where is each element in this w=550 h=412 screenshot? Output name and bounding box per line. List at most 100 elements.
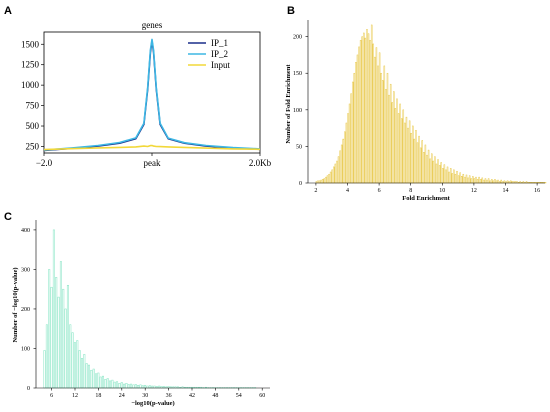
- panel-b-bar: [342, 138, 344, 184]
- panel-b-bar: [468, 175, 471, 184]
- panel-b-bar: [437, 159, 439, 184]
- panel-c-x-tick-label: 18: [95, 393, 101, 399]
- panel-a-x-axis: −2.0 peak 2.0Kb: [36, 153, 272, 168]
- panel-c-bar: [62, 288, 65, 389]
- panel-b-bar: [449, 168, 452, 184]
- panel-b-bar: [329, 171, 332, 184]
- panel-c-bar: [106, 378, 109, 389]
- panel-b-bar: [495, 180, 498, 184]
- panel-b-bar: [443, 164, 446, 184]
- panel-b-bar: [481, 177, 484, 184]
- panel-b-bar: [383, 65, 386, 184]
- panel-b-bar: [358, 46, 360, 184]
- panel-b-bar: [494, 179, 496, 184]
- panel-b-bar: [479, 179, 482, 184]
- panel-c-bar: [118, 383, 121, 389]
- panel-b-bar: [404, 122, 406, 184]
- panel-b-bar: [364, 37, 367, 184]
- panel-b-bar: [438, 165, 441, 184]
- panel-c-bar: [78, 350, 81, 389]
- panel-b-y-label: Number of Fold Enrichment: [285, 64, 292, 144]
- panel-c-bar: [123, 383, 126, 389]
- panel-c-bar: [92, 368, 95, 389]
- panel-b-bar: [388, 94, 390, 184]
- panel-b-bar: [385, 89, 387, 184]
- panel-b-bar: [325, 176, 327, 184]
- panel-c-bar: [134, 384, 137, 389]
- panel-b-bar: [377, 65, 379, 184]
- panel-c-x-tick-label: 60: [259, 393, 265, 399]
- panel-c-bar: [85, 363, 88, 389]
- panel-b-bar: [347, 113, 349, 184]
- panel-c-y-tick-label: 100: [21, 346, 30, 352]
- panel-label-b: B: [287, 5, 295, 17]
- panel-b-bar: [473, 178, 476, 184]
- panel-b-x-tick-label: 16: [534, 188, 540, 194]
- panel-c-bar: [104, 379, 107, 389]
- panel-a-y-tick-label: 250: [26, 141, 40, 151]
- panel-b-bar: [374, 56, 376, 184]
- panel-b-bar: [503, 180, 506, 184]
- panel-b-bar: [375, 47, 378, 184]
- panel-b-bar: [509, 180, 512, 184]
- panel-a-x-tick-label: peak: [144, 158, 161, 168]
- panel-b-bar: [382, 80, 384, 184]
- panel-c-bar: [148, 385, 151, 389]
- panel-c-bar: [130, 383, 133, 389]
- panel-c-bar: [80, 358, 83, 389]
- panel-b-bar: [386, 72, 389, 184]
- panel-b-bar: [344, 131, 346, 184]
- panel-b-chart: 0 50 100 150 200 2 4 6 8 10 12 14 16 Fold Enrichmen…: [285, 20, 547, 202]
- panel-b-bar: [465, 174, 468, 184]
- panel-b-bar: [334, 163, 337, 184]
- panel-c-bar: [71, 332, 74, 389]
- panel-b-y-axis: 0 50 100 150 200: [293, 35, 308, 187]
- panel-b-bar: [478, 176, 480, 184]
- panel-b-bar: [462, 173, 465, 184]
- panel-label-a: A: [4, 5, 12, 17]
- panel-b-bar: [318, 180, 321, 184]
- panel-b-bar: [475, 176, 477, 184]
- panel-b-bar: [426, 154, 428, 184]
- panel-c-bar: [66, 284, 69, 389]
- panel-b-bar: [396, 98, 398, 184]
- panel-c-bar: [45, 324, 48, 389]
- panel-c-bar: [137, 384, 140, 389]
- panel-a-legend-label: IP_2: [211, 49, 228, 59]
- panel-b-bar: [459, 172, 461, 184]
- panel-c-x-label: −log10(p-value): [131, 400, 174, 407]
- panel-a-y-tick-label: 500: [26, 121, 40, 131]
- panel-c-bar: [132, 384, 135, 389]
- panel-b-bar: [440, 162, 442, 184]
- panel-b-bar: [456, 171, 458, 184]
- panel-b-bar: [394, 108, 397, 184]
- panel-b-bar: [336, 160, 338, 184]
- panel-c-bar: [116, 381, 119, 389]
- panel-c-bar: [113, 381, 116, 389]
- panel-b-bar: [489, 180, 491, 184]
- panel-b-bar: [432, 160, 435, 184]
- panel-b-bar: [400, 118, 403, 184]
- panel-c-bar: [97, 372, 100, 389]
- panel-c-bar: [109, 380, 112, 389]
- panel-a-x-tick-label: 2.0Kb: [249, 158, 272, 168]
- panel-b-bar: [470, 178, 472, 184]
- panel-c-bar: [43, 350, 46, 389]
- panel-b-bar: [340, 144, 343, 184]
- panel-b-bar: [506, 180, 509, 184]
- panel-b-x-tick-label: 12: [471, 188, 477, 194]
- panel-c-bar: [59, 261, 62, 389]
- panel-c-bar: [76, 340, 79, 389]
- panel-b-y-tick-label: 0: [299, 181, 302, 187]
- panel-c-bar: [102, 375, 105, 389]
- panel-b-bar: [434, 156, 436, 184]
- panel-b-bar: [446, 166, 449, 184]
- panel-b-y-tick-label: 150: [293, 71, 302, 77]
- panel-b-bar: [393, 91, 395, 184]
- panel-a-y-tick-label: 750: [26, 101, 40, 111]
- panel-c-y-tick-label: 400: [21, 228, 30, 234]
- panel-c-bar: [69, 324, 72, 389]
- panel-c-bar: [127, 384, 130, 389]
- panel-c-bar: [83, 354, 86, 389]
- panel-b-bar: [391, 102, 393, 184]
